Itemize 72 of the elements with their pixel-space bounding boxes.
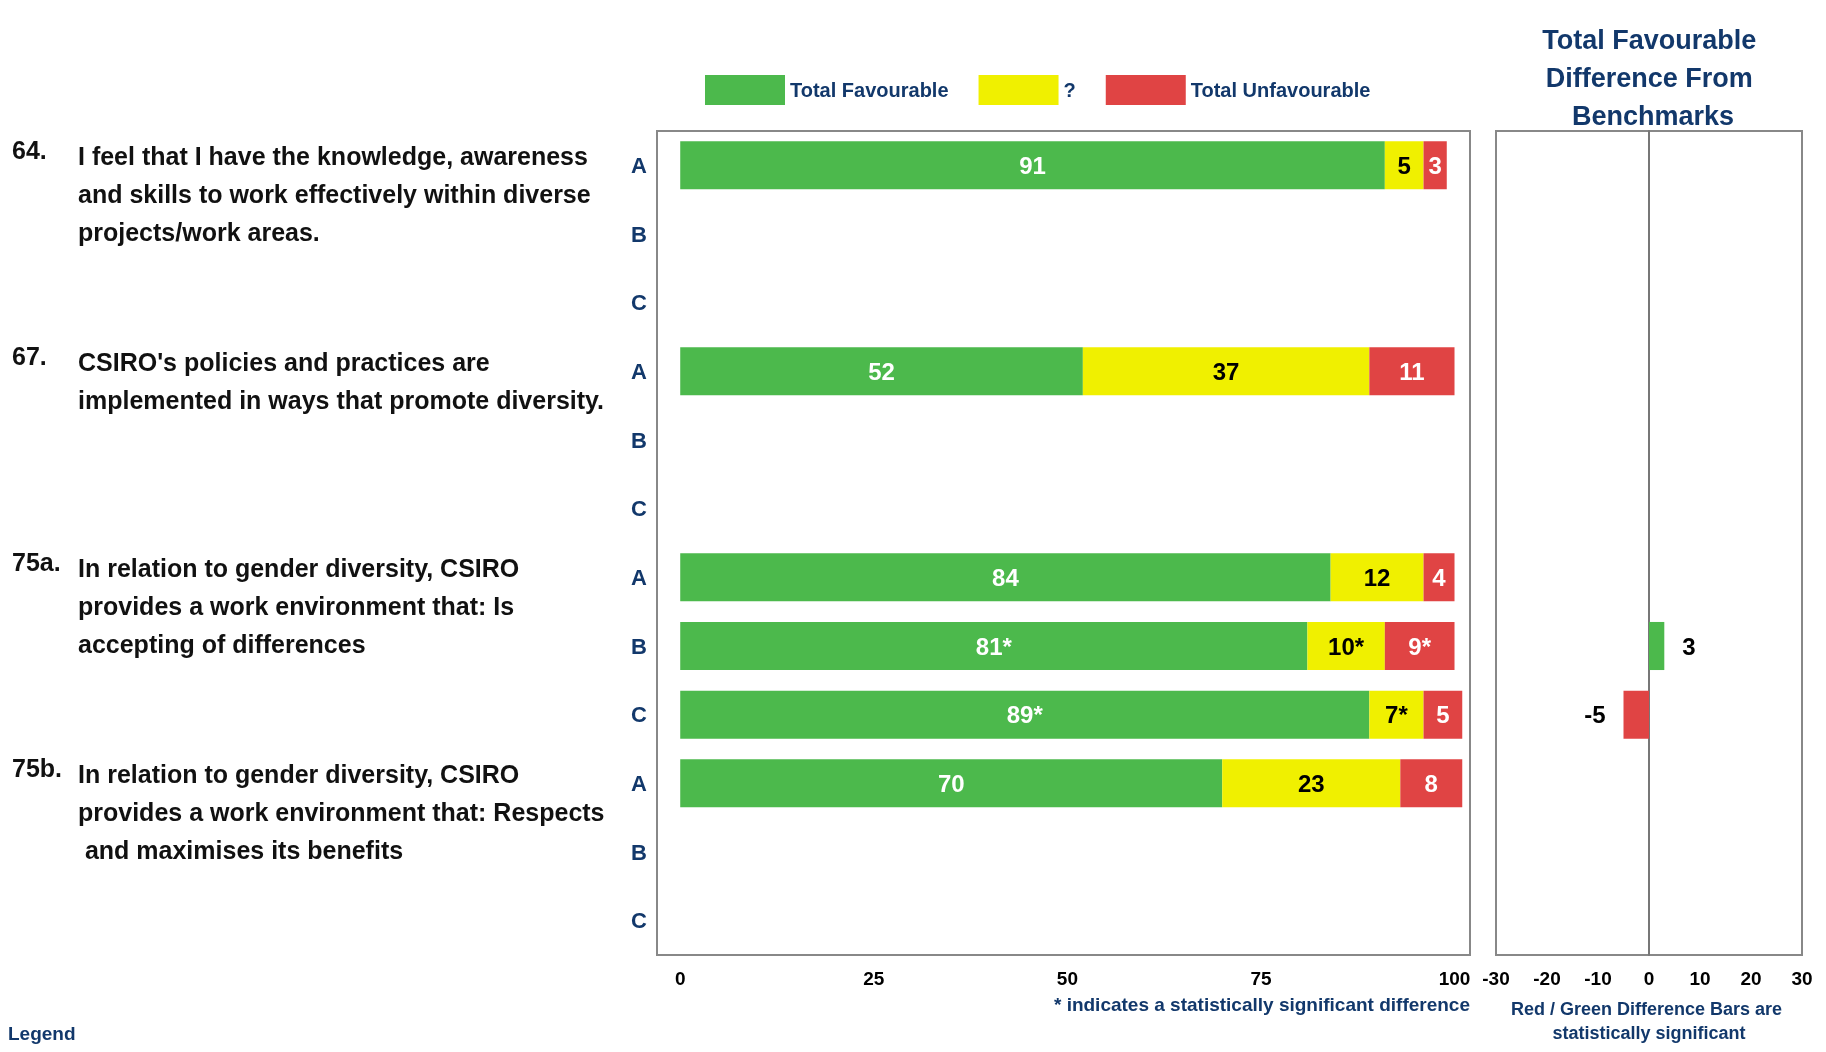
bar xyxy=(1222,759,1401,808)
text: 75b. In relation to gender diversity, CSIRO provides a work environment that: Respects and maximises its benefits xyxy=(12,753,605,865)
data-label: 84 xyxy=(992,563,1020,591)
data-label: 81* xyxy=(975,632,1013,660)
data-label: 10* xyxy=(1328,632,1365,660)
x-tick-label: 0 xyxy=(674,968,686,989)
data-label: 4 xyxy=(1432,563,1447,591)
x-tick-label: 10 xyxy=(1689,968,1711,989)
bar xyxy=(1423,690,1463,739)
bar xyxy=(1384,141,1424,190)
y-tick-label: B xyxy=(631,633,647,659)
x-tick-label: -10 xyxy=(1584,968,1612,989)
x-tick-label: -30 xyxy=(1482,968,1510,989)
legend-label: Total Favourable xyxy=(790,79,949,101)
x-tick-label: 25 xyxy=(863,968,885,989)
x-tick-label: 20 xyxy=(1740,968,1762,989)
bar xyxy=(680,621,1308,671)
data-label: 52 xyxy=(868,357,895,385)
data-label: 12 xyxy=(1363,563,1391,591)
data-label: 3 xyxy=(1682,632,1696,660)
legend-label: Total Unfavourable xyxy=(1190,79,1371,101)
data-label: 3 xyxy=(1428,151,1442,179)
x-tick-label: 50 xyxy=(1056,968,1078,989)
y-tick-label: C xyxy=(631,702,648,728)
bar xyxy=(1369,347,1455,396)
y-tick-label: B xyxy=(631,427,647,453)
y-tick-label: A xyxy=(631,770,648,796)
bar xyxy=(1384,621,1455,671)
data-label: 70 xyxy=(937,769,965,797)
data-label: 7* xyxy=(1385,701,1409,729)
data-label: 37 xyxy=(1212,357,1240,385)
data-label: 5 xyxy=(1397,151,1411,179)
data-label: 11 xyxy=(1399,357,1425,385)
bar xyxy=(1400,759,1463,808)
bar xyxy=(1423,553,1455,602)
x-tick-label: 30 xyxy=(1791,968,1813,989)
bar xyxy=(1330,553,1424,602)
x-tick-label: 75 xyxy=(1250,968,1272,989)
y-tick-label: A xyxy=(631,152,648,178)
bar xyxy=(680,553,1331,602)
text: Legend xyxy=(8,1023,76,1044)
data-label: 8 xyxy=(1424,769,1438,797)
data-label: -5 xyxy=(1584,701,1606,729)
data-label: 89* xyxy=(1006,701,1044,729)
x-tick-label: -20 xyxy=(1533,968,1561,989)
y-tick-label: C xyxy=(631,908,648,934)
x-tick-label: 0 xyxy=(1643,968,1655,989)
bar xyxy=(680,141,1385,190)
y-tick-label: C xyxy=(631,496,648,522)
bar xyxy=(680,347,1083,396)
chart-title: Total Favourable Difference From Benchmarks xyxy=(1542,25,1764,131)
y-tick-label: B xyxy=(631,221,647,247)
y-tick-label: B xyxy=(631,839,647,865)
bar xyxy=(1082,347,1370,396)
y-tick-label: C xyxy=(631,290,648,316)
bar xyxy=(1307,621,1385,671)
x-axis-title: Red / Green Difference Bars are statistically significant xyxy=(1510,999,1788,1043)
bar xyxy=(1369,690,1424,739)
data-label: 5 xyxy=(1436,701,1450,729)
text: 67. CSIRO's policies and practices are implemented in ways that promote diversity. xyxy=(12,341,605,415)
text: 75a. In relation to gender diversity, CSIRO provides a work environment that: Is accepting of differences xyxy=(12,547,527,659)
data-label: 9* xyxy=(1408,632,1432,660)
y-tick-label: A xyxy=(631,358,648,384)
bar xyxy=(680,759,1223,808)
bar xyxy=(680,690,1370,739)
y-tick-label: A xyxy=(631,564,648,590)
text: * indicates a statistically significant difference xyxy=(1053,994,1470,1015)
legend-label: ? xyxy=(1063,79,1076,101)
text: 64. I feel that I have the knowledge, awareness and skills to work effectively within diverse projects/work areas. xyxy=(12,135,591,247)
data-label: 23 xyxy=(1297,769,1325,797)
data-label: 91 xyxy=(1019,151,1046,179)
x-tick-label: 100 xyxy=(1438,968,1471,989)
